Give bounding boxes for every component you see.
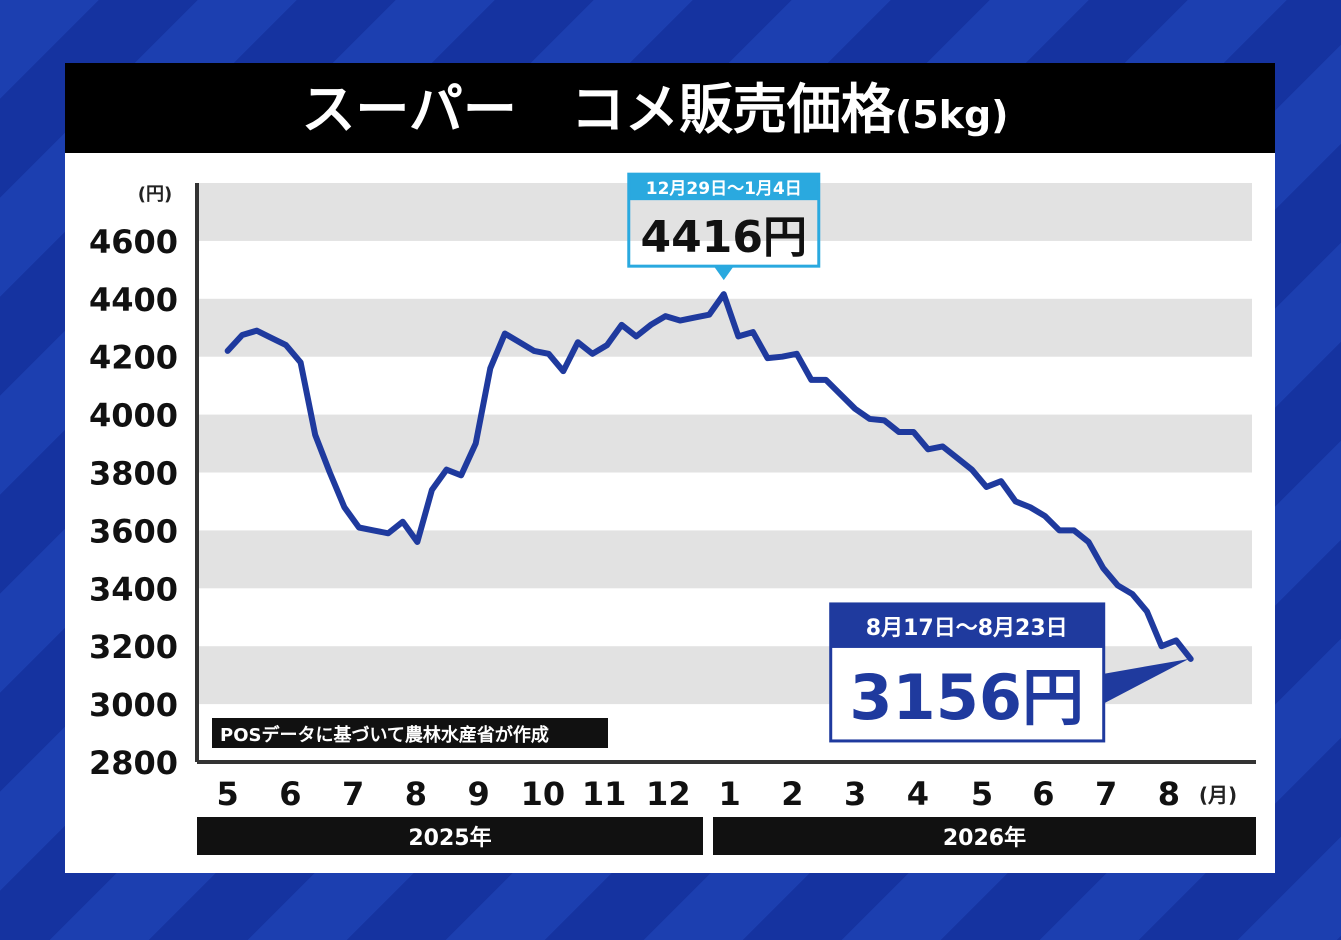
y-tick-label: 4000 <box>89 397 178 435</box>
x-tick-label: 7 <box>342 775 364 813</box>
x-tick-label: 6 <box>279 775 301 813</box>
callout-date: 8月17日〜8月23日 <box>866 616 1068 641</box>
source-note: POSデータに基づいて農林水産省が作成 <box>220 724 549 746</box>
callout-date: 12月29日〜1月4日 <box>646 179 802 199</box>
grid-band <box>197 530 1252 589</box>
x-tick-label: 3 <box>844 775 866 813</box>
y-tick-label: 3000 <box>89 686 178 724</box>
y-tick-label: 3600 <box>89 512 178 550</box>
x-tick-label: 1 <box>718 775 740 813</box>
x-tick-label: 8 <box>1158 775 1180 813</box>
year-label: 2025年 <box>408 825 491 851</box>
x-tick-label: 2 <box>781 775 803 813</box>
x-tick-label: 5 <box>217 775 239 813</box>
y-tick-label: 3400 <box>89 570 178 608</box>
line <box>224 291 1194 662</box>
y-tick-label: 2800 <box>89 744 178 782</box>
x-tick-label: 5 <box>971 775 993 813</box>
y-tick-label: 4200 <box>89 339 178 377</box>
callout-pointer <box>713 266 734 281</box>
x-unit: (月) <box>1199 783 1237 807</box>
grid-band <box>197 298 1252 357</box>
year-bar <box>713 817 1256 855</box>
grid-band <box>197 414 1252 473</box>
x-tick-label: 6 <box>1032 775 1054 813</box>
chart-title: スーパー コメ販売価格(5kg) <box>301 78 1008 141</box>
y-tick-label: 3200 <box>89 628 178 666</box>
year-bar <box>197 817 703 855</box>
x-tick-label: 4 <box>907 775 929 813</box>
year-label: 2026年 <box>943 825 1026 851</box>
source-note-bg <box>212 718 608 748</box>
callout-header <box>628 174 819 201</box>
y-tick-label: 4600 <box>89 223 178 261</box>
title-bar <box>65 63 1275 153</box>
callout-pointer <box>1102 658 1189 704</box>
x-tick-label: 8 <box>405 775 427 813</box>
x-tick-label: 11 <box>582 775 627 813</box>
y-tick-label: 4400 <box>89 281 178 319</box>
x-tick-label: 7 <box>1095 775 1117 813</box>
x-tick-label: 12 <box>646 775 691 813</box>
y-unit: (円) <box>138 184 172 205</box>
callout-value: 4416円 <box>641 212 807 263</box>
callout-header <box>830 603 1104 648</box>
callout-value: 3156円 <box>849 661 1084 734</box>
y-tick-label: 3800 <box>89 455 178 493</box>
x-tick-label: 9 <box>467 775 489 813</box>
x-tick-label: 10 <box>521 775 566 813</box>
